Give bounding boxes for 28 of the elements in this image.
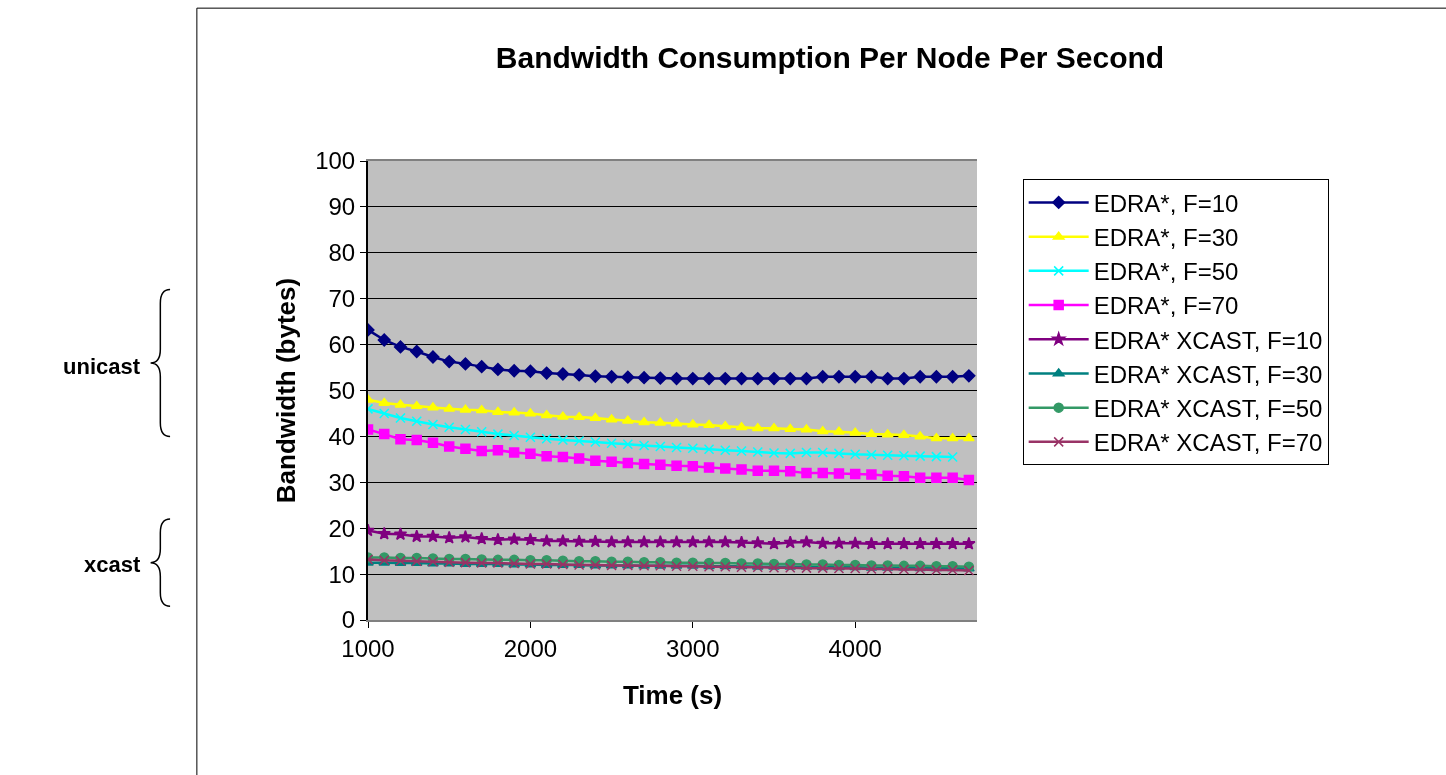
y-tick-label: 50	[328, 376, 356, 404]
text: xcast	[84, 552, 141, 577]
y-tick-label: 90	[328, 193, 356, 221]
legend-label: EDRA* XCAST, F=10	[1093, 326, 1323, 354]
x-tick-label: 3000	[666, 634, 720, 662]
y-tick-label: 0	[341, 606, 356, 634]
y-tick-label: 80	[328, 239, 356, 267]
y-tick-label: 60	[328, 331, 356, 358]
text: unicast	[63, 354, 141, 379]
y-tick-label: 40	[328, 422, 356, 450]
y-tick-label: 70	[328, 285, 356, 313]
x-axis-title: Time (s)	[622, 680, 723, 710]
y-tick-label: 10	[328, 560, 356, 588]
y-axis-title: Bandwidth (bytes)	[271, 277, 302, 504]
x-tick-label: 4000	[828, 634, 882, 662]
y-tick-label: 20	[328, 514, 356, 542]
legend-label: EDRA* XCAST, F=30	[1093, 360, 1323, 388]
chart-title: Bandwidth Consumption Per Node Per Second	[495, 40, 1165, 74]
x-tick-label: 2000	[503, 634, 558, 662]
legend-label: EDRA*, F=70	[1093, 292, 1239, 320]
y-tick-label: 30	[328, 468, 356, 496]
legend-label: EDRA*, F=50	[1093, 258, 1239, 286]
x-tick-label: 1000	[341, 634, 395, 662]
legend-label: EDRA* XCAST, F=70	[1093, 429, 1323, 457]
legend-label: EDRA* XCAST, F=50	[1093, 395, 1323, 423]
y-tick-label: 100	[315, 147, 356, 175]
legend-label: EDRA*, F=10	[1093, 189, 1239, 217]
legend-label: EDRA*, F=30	[1093, 224, 1239, 252]
